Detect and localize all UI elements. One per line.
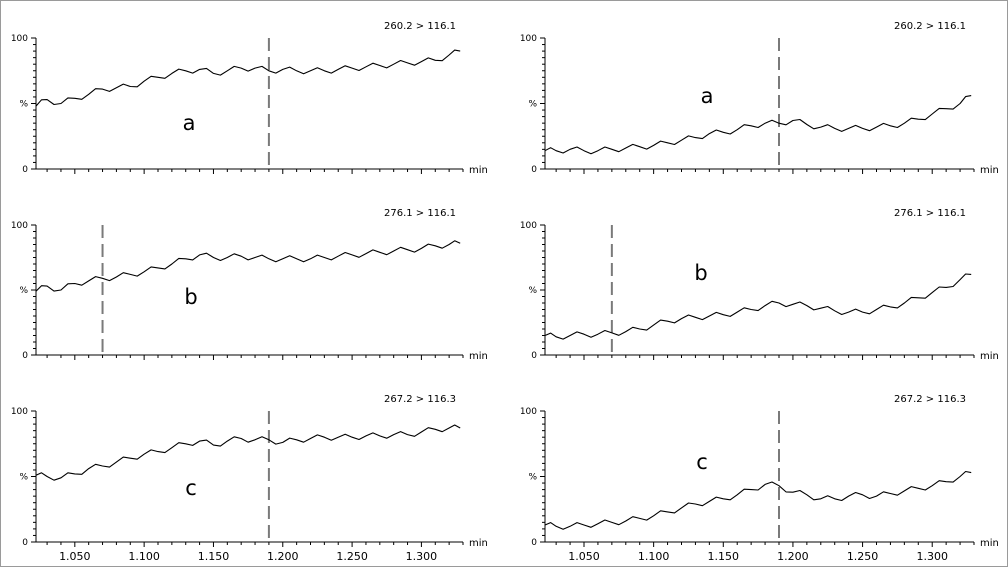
panel-right-middle-y-tick-label: 0	[531, 351, 537, 361]
panel-right-bottom-x-tick-label: 1.250	[847, 550, 879, 563]
panel-left-middle-y-tick-label: 100	[11, 221, 28, 231]
panel-left-middle-y-tick-label: %	[19, 286, 28, 296]
panel-left-bottom-y-tick-label: 0	[22, 538, 28, 548]
panel-right-bottom-trace-line	[544, 470, 972, 530]
panel-left-bottom-transition-label: 267.2 > 116.3	[384, 394, 456, 405]
panel-left-top-transition-label: 260.2 > 116.1	[384, 21, 456, 32]
panel-left-bottom-x-tick-label: 1.250	[336, 550, 368, 563]
panel-left-middle-transition-label: 276.1 > 116.1	[384, 208, 456, 219]
panel-right-middle-y-tick-label: %	[528, 286, 537, 296]
panel-left-bottom-x-tick-label: 1.200	[267, 550, 299, 563]
panel-right-top-panel-label: a	[701, 84, 714, 108]
panel-right-top-trace-line	[544, 95, 972, 155]
panel-left-bottom-x-tick-label: 1.300	[406, 550, 438, 563]
panel-left-middle-panel-label: b	[184, 285, 197, 309]
panel-right-middle-trace-line	[544, 273, 972, 340]
panel-left-bottom-panel-label: c	[185, 476, 197, 500]
panel-right-top-y-tick-label: 0	[531, 165, 537, 175]
panel-left-top-y-tick-label: %	[19, 100, 28, 110]
panel-right-bottom-x-tick-label: 1.100	[638, 550, 670, 563]
panel-right-bottom-panel-label: c	[696, 450, 708, 474]
panel-right-middle-panel-label: b	[694, 261, 707, 285]
panel-left-bottom-x-tick-label: 1.150	[198, 550, 230, 563]
panel-left-top-trace-line	[35, 49, 461, 107]
panel-right-bottom-x-tick-label: 1.300	[916, 550, 948, 563]
panel-right-top-x-unit: min	[980, 165, 999, 176]
panel-right-bottom-x-unit: min	[980, 538, 999, 549]
panel-left-middle-trace-line	[35, 240, 461, 292]
panel-right-bottom-y-tick-label: 100	[520, 407, 537, 417]
panel-right-top-y-tick-label: 100	[520, 34, 537, 44]
panel-left-bottom-x-unit: min	[469, 538, 488, 549]
panel-right-top-y-tick-label: %	[528, 100, 537, 110]
panel-right-bottom-transition-label: 267.2 > 116.3	[894, 394, 966, 405]
panel-right-bottom-x-tick-label: 1.200	[777, 550, 809, 563]
panel-left-bottom-x-tick-label: 1.100	[128, 550, 160, 563]
panel-left-bottom-y-tick-label: 100	[11, 407, 28, 417]
panel-left-top-x-unit: min	[469, 165, 488, 176]
panel-right-middle-y-tick-label: 100	[520, 221, 537, 231]
panel-right-bottom-y-tick-label: 0	[531, 538, 537, 548]
panel-left-top-panel-label: a	[183, 111, 196, 135]
panel-right-middle-x-unit: min	[980, 351, 999, 362]
panel-right-bottom-y-tick-label: %	[528, 473, 537, 483]
panel-left-middle-x-unit: min	[469, 351, 488, 362]
panel-right-top-transition-label: 260.2 > 116.1	[894, 21, 966, 32]
panel-right-middle-transition-label: 276.1 > 116.1	[894, 208, 966, 219]
panel-left-top-y-tick-label: 100	[11, 34, 28, 44]
panel-left-bottom-y-tick-label: %	[19, 473, 28, 483]
panel-right-bottom-x-tick-label: 1.150	[708, 550, 740, 563]
panel-left-bottom-trace-line	[35, 424, 461, 481]
panel-left-middle-y-tick-label: 0	[22, 351, 28, 361]
panel-left-bottom-x-tick-label: 1.050	[59, 550, 91, 563]
panel-left-top-y-tick-label: 0	[22, 165, 28, 175]
panel-right-bottom-x-tick-label: 1.050	[568, 550, 600, 563]
